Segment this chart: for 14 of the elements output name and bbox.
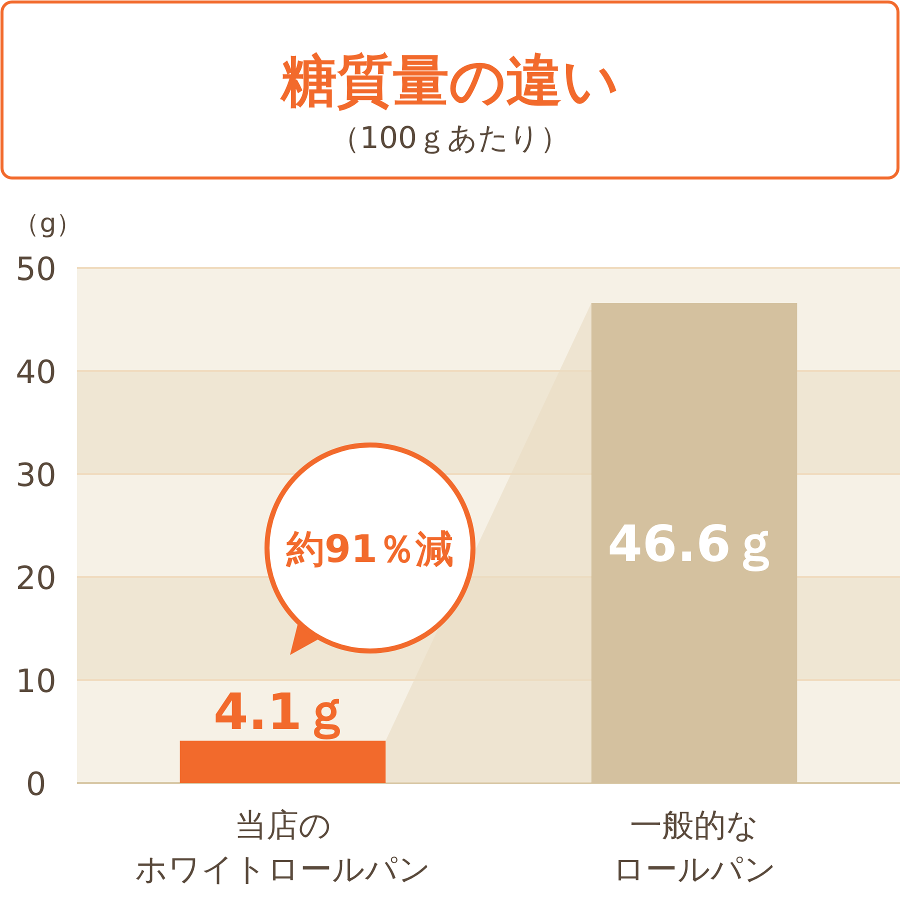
- y-axis-title: （g）: [14, 209, 82, 239]
- y-tick-label: 50: [16, 250, 56, 288]
- y-tick-label: 10: [16, 662, 56, 700]
- y-tick-label: 20: [16, 559, 56, 597]
- y-tick-label: 0: [26, 765, 46, 803]
- y-tick-label: 40: [16, 353, 56, 391]
- x-tick-label: 当店のホワイトロールパン: [134, 806, 431, 888]
- annotation: 約91％減: [286, 527, 454, 571]
- data-label: 46.6ｇ: [608, 515, 781, 574]
- data-label: 4.1ｇ: [213, 682, 352, 741]
- chart-subtitle: （100ｇあたり）: [330, 121, 570, 156]
- x-tick-label: 一般的なロールパン: [612, 806, 776, 888]
- y-tick-label: 30: [16, 456, 56, 494]
- chart-title: 糖質量の違い: [279, 49, 619, 114]
